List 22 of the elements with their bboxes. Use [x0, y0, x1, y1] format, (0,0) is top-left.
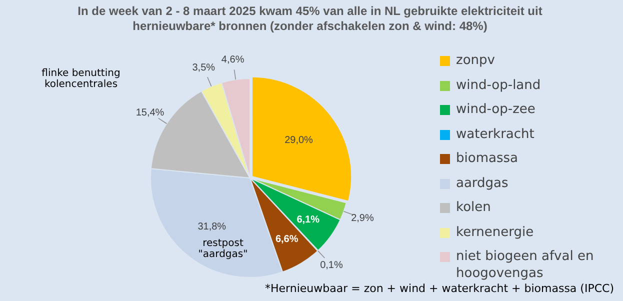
legend-label: wind-op-land: [456, 76, 541, 94]
data-label: 2,9%: [351, 212, 374, 224]
legend-label: zonpv: [456, 52, 495, 69]
chart-title: In de week van 2 - 8 maart 2025 kwam 45% van alle in NL gebruikte elektriciteit uit hernieuwbare* bronnen (zonder afschakelen zon & wind: 48%): [76, 4, 544, 34]
legend-label: kernenergie: [456, 224, 534, 240]
legend-label: biomassa: [456, 150, 518, 167]
text: flinke benutting kolencentrales: [40, 68, 122, 90]
legend-label: aardgas: [456, 174, 508, 192]
text: *Hernieuwbaar = zon + wind + waterkracht + biomassa (IPCC): [265, 282, 614, 295]
data-label: 6,6%: [275, 234, 298, 246]
legend-label: kolen: [456, 199, 491, 216]
legend-label: wind-op-zee: [456, 101, 536, 118]
legend-label: waterkracht: [456, 126, 534, 142]
legend-label: niet biogeen afval en hoogovengas: [456, 248, 595, 282]
data-label: 15,4%: [136, 108, 164, 119]
data-label: 0,1%: [320, 260, 343, 272]
data-label: 6,1%: [296, 214, 320, 226]
data-label: 3,5%: [192, 62, 216, 74]
data-label: 29,0%: [284, 134, 314, 146]
data-label: 4,6%: [221, 54, 244, 66]
data-label: 31,8%: [198, 221, 226, 232]
text: restpost "aardgas": [197, 238, 249, 260]
